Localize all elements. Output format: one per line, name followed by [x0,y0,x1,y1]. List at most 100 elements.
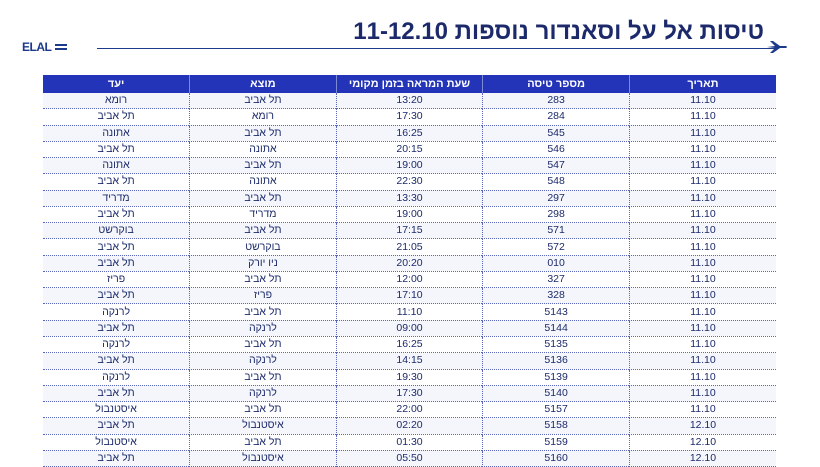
flights-table-container: תאריך מספר טיסה שעת המראה בזמן מקומי מוצ… [43,75,776,467]
cell-date: 11.10 [628,255,776,272]
cell-origin: תל אביב [189,190,337,207]
cell-destination: תל אביב [43,417,190,435]
cell-origin: איסטנבול [189,417,337,435]
cell-destination: תל אביב [43,141,190,159]
table-row: 11.10 5136 14:15 לרנקה תל אביב [43,352,776,370]
page-title: טיסות אל על וסאנדור נוספות 11-12.10 [353,18,764,45]
table-row: 12.10 5160 05:50 איסטנבול תל אביב [43,450,776,467]
cell-departure-time: 11:10 [335,303,483,321]
cell-flight-number: 328 [482,287,630,305]
cell-date: 12.10 [628,450,776,467]
cell-destination: תל אביב [43,255,190,272]
table-row: 11.10 5139 19:30 תל אביב לרנקה [43,369,776,386]
cell-destination: לרנקה [43,303,190,321]
cell-flight-number: 546 [482,141,630,159]
column-header-origin: מוצא [189,75,337,93]
table-row: 11.10 327 12:00 תל אביב פריז [43,271,776,289]
cell-date: 11.10 [628,222,776,240]
cell-flight-number: 5140 [482,385,630,403]
cell-flight-number: 5160 [482,450,630,467]
cell-departure-time: 02:20 [335,417,483,435]
table-row: 11.10 5144 09:00 לרנקה תל אביב [43,320,776,337]
cell-origin: מדריד [189,206,337,224]
cell-origin: תל אביב [189,125,337,142]
cell-origin: תל אביב [189,303,337,321]
cell-origin: בוקרשט [189,238,337,256]
cell-departure-time: 19:00 [335,206,483,224]
cell-date: 11.10 [628,125,776,142]
cell-departure-time: 20:20 [335,255,483,272]
cell-flight-number: 5135 [482,336,630,354]
flights-table: תאריך מספר טיסה שעת המראה בזמן מקומי מוצ… [43,75,776,467]
cell-departure-time: 17:30 [335,108,483,126]
table-row: 11.10 5140 17:30 לרנקה תל אביב [43,385,776,403]
cell-departure-time: 12:00 [335,271,483,289]
cell-flight-number: 327 [482,271,630,289]
cell-origin: תל אביב [189,434,337,451]
cell-flight-number: 5144 [482,320,630,337]
cell-flight-number: 297 [482,190,630,207]
table-row: 11.10 548 22:30 אתונה תל אביב [43,173,776,191]
cell-date: 11.10 [628,93,776,110]
cell-destination: איסטנבול [43,434,190,451]
cell-departure-time: 09:00 [335,320,483,337]
cell-destination: תל אביב [43,206,190,224]
cell-origin: אתונה [189,173,337,191]
cell-flight-number: 298 [482,206,630,224]
cell-destination: אתונה [43,157,190,175]
cell-date: 11.10 [628,271,776,289]
table-row: 11.10 5135 16:25 תל אביב לרנקה [43,336,776,354]
table-row: 11.10 283 13:20 תל אביב רומא [43,93,776,110]
logo-text: ELAL [22,40,52,54]
table-row: 11.10 572 21:05 בוקרשט תל אביב [43,238,776,256]
cell-destination: אתונה [43,125,190,142]
cell-destination: תל אביב [43,320,190,337]
page-header: ELAL טיסות אל על וסאנדור נוספות 11-12.10 [0,0,820,88]
table-row: 11.10 284 17:30 רומא תל אביב [43,108,776,126]
cell-destination: תל אביב [43,287,190,305]
cell-date: 11.10 [628,369,776,386]
cell-date: 11.10 [628,287,776,305]
cell-destination: תל אביב [43,173,190,191]
cell-flight-number: 284 [482,108,630,126]
cell-origin: תל אביב [189,222,337,240]
cell-date: 11.10 [628,238,776,256]
cell-destination: לרנקה [43,369,190,386]
column-header-date: תאריך [628,75,776,93]
table-row: 11.10 547 19:00 תל אביב אתונה [43,157,776,175]
elal-logo: ELAL [22,40,68,54]
cell-flight-number: 547 [482,157,630,175]
cell-departure-time: 21:05 [335,238,483,256]
cell-flight-number: 571 [482,222,630,240]
cell-destination: תל אביב [43,352,190,370]
cell-date: 11.10 [628,190,776,207]
cell-departure-time: 20:15 [335,141,483,159]
cell-origin: תל אביב [189,157,337,175]
cell-flight-number: 548 [482,173,630,191]
table-row: 11.10 297 13:30 תל אביב מדריד [43,190,776,207]
cell-departure-time: 13:30 [335,190,483,207]
cell-origin: לרנקה [189,385,337,403]
cell-flight-number: 010 [482,255,630,272]
cell-departure-time: 19:30 [335,369,483,386]
cell-origin: תל אביב [189,93,337,110]
cell-destination: בוקרשט [43,222,190,240]
cell-origin: תל אביב [189,336,337,354]
table-row: 11.10 298 19:00 מדריד תל אביב [43,206,776,224]
cell-date: 12.10 [628,434,776,451]
table-row: 11.10 5157 22:00 תל אביב איסטנבול [43,401,776,419]
cell-departure-time: 17:15 [335,222,483,240]
column-header-destination: יעד [43,75,190,93]
cell-flight-number: 545 [482,125,630,142]
cell-origin: תל אביב [189,271,337,289]
table-row: 11.10 010 20:20 ניו יורק תל אביב [43,255,776,272]
cell-origin: לרנקה [189,320,337,337]
table-row: 11.10 571 17:15 תל אביב בוקרשט [43,222,776,240]
cell-flight-number: 572 [482,238,630,256]
cell-date: 11.10 [628,401,776,419]
cell-date: 11.10 [628,141,776,159]
cell-date: 11.10 [628,385,776,403]
cell-date: 11.10 [628,352,776,370]
cell-origin: לרנקה [189,352,337,370]
cell-departure-time: 16:25 [335,125,483,142]
